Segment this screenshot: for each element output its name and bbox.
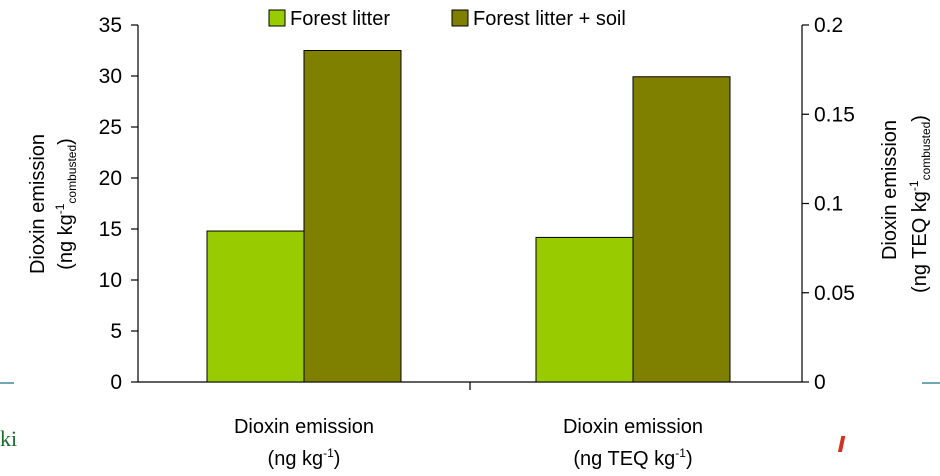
legend-label-forest-litter-soil: Forest litter + soil: [473, 8, 626, 30]
category-1-end: ): [334, 448, 341, 470]
bar-forest-litter-1: [206, 230, 305, 383]
left-tick-label: 30: [99, 65, 122, 88]
left-tick-label: 35: [99, 14, 122, 37]
bar-forest-litter-soil-2: [632, 76, 731, 383]
category-2-sup: -1: [675, 446, 686, 460]
right-edge-mark: [837, 436, 846, 452]
category-label-2-line1: Dioxin emission: [563, 416, 703, 438]
category-2-end: ): [686, 448, 693, 470]
right-tick-label: 0: [814, 371, 826, 394]
left-tick-label: 15: [99, 218, 122, 241]
category-1-sup: -1: [323, 446, 334, 460]
right-tick-label: 0.2: [814, 14, 843, 37]
right-axis-title-main: (ng TEQ kg: [909, 191, 931, 293]
right-axis-title-line1: Dioxin emission: [879, 120, 901, 260]
left-tick-label: 5: [110, 320, 122, 343]
left-axis-title-line1: Dioxin emission: [27, 134, 49, 274]
right-axis-title-end: ): [909, 115, 931, 122]
left-axis-ticks: 0 5 10 15 20 25 30 35: [99, 14, 138, 394]
left-axis-title-main: (ng kg: [55, 214, 77, 270]
left-tick-label: 10: [99, 269, 122, 292]
left-edge-text: ki: [0, 426, 17, 451]
legend: Forest litter Forest litter + soil: [268, 8, 626, 30]
right-axis-title-line2: (ng TEQ kg-1combusted): [907, 115, 933, 293]
category-label-1-line1: Dioxin emission: [234, 416, 374, 438]
legend-label-forest-litter: Forest litter: [290, 8, 390, 30]
legend-swatch-forest-litter: [268, 9, 286, 27]
left-tick-label: 25: [99, 116, 122, 139]
left-axis-title-end: ): [55, 138, 77, 145]
right-tick-label: 0.1: [814, 193, 843, 216]
bars: [206, 50, 731, 383]
bar-forest-litter-soil-1: [303, 50, 402, 383]
category-1-main: (ng kg: [268, 448, 324, 470]
category-label-1-line2: (ng kg-1): [268, 446, 341, 470]
left-axis-title-sub: combusted: [65, 145, 79, 204]
left-tick-label: 20: [99, 167, 122, 190]
left-tick-label: 0: [110, 371, 122, 394]
left-axis-title-sup: -1: [53, 203, 67, 214]
bar-forest-litter-2: [535, 236, 634, 383]
right-tick-label: 0.05: [814, 282, 855, 305]
right-axis-ticks: 0 0.05 0.1 0.15 0.2: [802, 14, 855, 394]
left-axis-title-line2: (ng kg-1combusted): [53, 138, 79, 270]
right-axis-title-sub: combusted: [919, 122, 933, 181]
category-label-2-line2: (ng TEQ kg-1): [573, 446, 692, 470]
right-tick-label: 0.15: [814, 103, 855, 126]
category-2-main: (ng TEQ kg: [573, 448, 675, 470]
legend-swatch-forest-litter-soil: [451, 9, 469, 27]
right-axis-title-sup: -1: [907, 180, 921, 191]
